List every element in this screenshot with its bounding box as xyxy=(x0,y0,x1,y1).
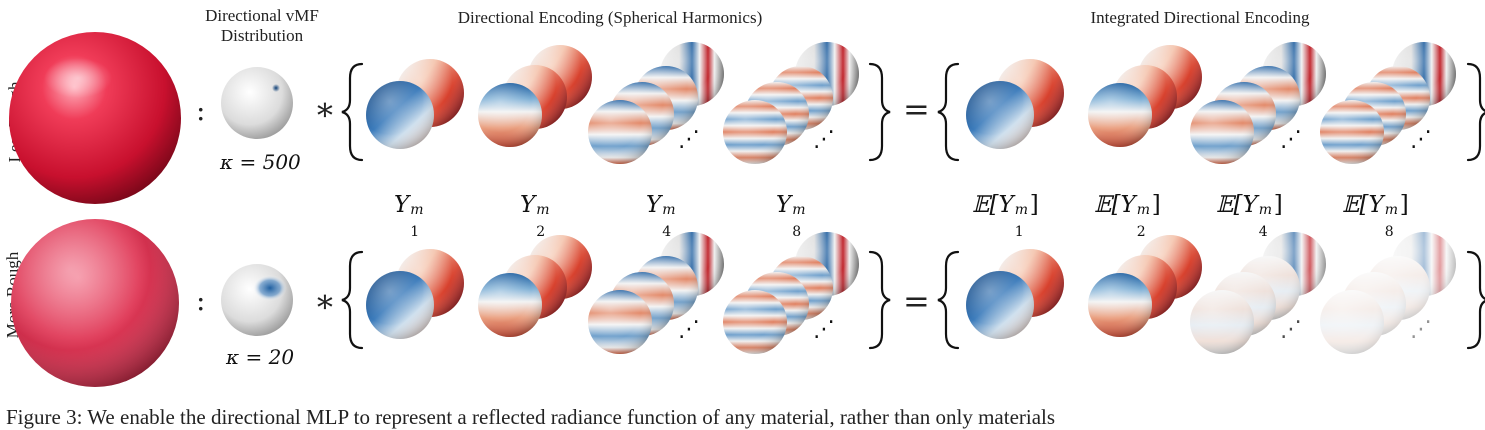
figure-caption: Figure 3: We enable the directional MLP … xyxy=(6,405,1056,429)
de-sphere-row2-3-3-shading xyxy=(723,290,787,354)
directional-encoding-header: Directional Encoding (Spherical Harmonic… xyxy=(457,8,763,27)
de-ellipsis-row2-3: ⋰ xyxy=(813,317,835,342)
kappa-label-row2: κ = 20 xyxy=(226,345,295,369)
de-stack-row2-2: ⋰ xyxy=(588,232,724,354)
ide-stack-row1-1 xyxy=(1088,45,1202,147)
de-ellipsis-row2-2: ⋰ xyxy=(678,317,700,342)
glossy-material-sphere xyxy=(9,32,181,204)
de-sphere-row1-0-1-shading xyxy=(366,81,434,149)
de-stack-row2-1 xyxy=(478,235,592,337)
braces xyxy=(341,62,1485,350)
de-sphere-row1-1-2-shading xyxy=(478,83,542,147)
ide-stack-row1-2: ⋰ xyxy=(1190,42,1326,164)
colon-row1: : xyxy=(196,94,206,127)
ide-label-2: 𝔼[Y m 2] xyxy=(1094,192,1161,240)
colon-row2: : xyxy=(196,284,206,317)
vmf-header-line2: Distribution xyxy=(220,26,304,45)
de-ellipsis-row1-2: ⋰ xyxy=(678,127,700,152)
kappa-label-row1: κ = 500 xyxy=(220,150,301,174)
ide-sphere-row2-0-1-shading xyxy=(966,271,1034,339)
de-stack-row2-3: ⋰ xyxy=(723,232,859,354)
vmf-sphere-broad xyxy=(221,264,293,336)
de-sphere-row1-2-3-shading xyxy=(588,100,652,164)
integrated-encoding-header: Integrated Directional Encoding xyxy=(1090,8,1310,27)
ide-label-8: 𝔼[Y m 8] xyxy=(1342,192,1409,240)
ide-sphere-row1-3-3-shading xyxy=(1320,100,1384,164)
ide-ellipsis-row2-2: ⋰ xyxy=(1280,317,1302,342)
ide-stack-row1-3: ⋰ xyxy=(1320,42,1456,164)
ide-sphere-row2-2-3-shading xyxy=(1190,290,1254,354)
matte-material-sphere xyxy=(11,219,179,387)
ide-ellipsis-row1-2: ⋰ xyxy=(1280,127,1302,152)
de-stack-row1-2: ⋰ xyxy=(588,42,724,164)
ide-label-1: 𝔼[Y m 1] xyxy=(972,192,1039,240)
ide-ellipsis-row2-3: ⋰ xyxy=(1410,317,1432,342)
ide-label-4: 𝔼[Y m 4] xyxy=(1216,192,1283,240)
convolve-row1: ∗ xyxy=(314,90,336,128)
ide-sphere-row2-1-2-shading xyxy=(1088,273,1152,337)
vmf-sphere-sharp xyxy=(221,67,293,139)
ide-stack-row2-0 xyxy=(966,249,1064,339)
de-stack-row1-3: ⋰ xyxy=(723,42,859,164)
convolve-row2: ∗ xyxy=(314,282,336,320)
vmf-header: Directional vMF Distribution xyxy=(188,6,336,46)
de-stack-row1-1 xyxy=(478,45,592,147)
ide-stack-row2-1 xyxy=(1088,235,1202,337)
de-sphere-row1-3-3-shading xyxy=(723,100,787,164)
sh-sphere-groups: ⋰ ⋰ ⋰ ⋰ ⋰ ⋰ ⋰ ⋰ xyxy=(366,42,1456,354)
ide-sphere-row1-2-3-shading xyxy=(1190,100,1254,164)
de-ellipsis-row1-3: ⋰ xyxy=(813,127,835,152)
de-sphere-row2-0-1-shading xyxy=(366,271,434,339)
ide-sphere-row2-3-3-shading xyxy=(1320,290,1384,354)
ide-stack-row2-2: ⋰ xyxy=(1190,232,1326,354)
ide-ellipsis-row1-3: ⋰ xyxy=(1410,127,1432,152)
ide-stack-row2-3: ⋰ xyxy=(1320,232,1456,354)
equals-row1: = xyxy=(903,90,930,128)
ide-stack-row1-0 xyxy=(966,59,1064,149)
de-stack-row1-0 xyxy=(366,59,464,149)
de-stack-row2-0 xyxy=(366,249,464,339)
vmf-header-line1: Directional vMF xyxy=(205,6,319,25)
equals-row2: = xyxy=(903,282,930,320)
ide-sphere-row1-0-1-shading xyxy=(966,81,1034,149)
de-sphere-row2-1-2-shading xyxy=(478,273,542,337)
ide-sphere-row1-1-2-shading xyxy=(1088,83,1152,147)
de-sphere-row2-2-3-shading xyxy=(588,290,652,354)
